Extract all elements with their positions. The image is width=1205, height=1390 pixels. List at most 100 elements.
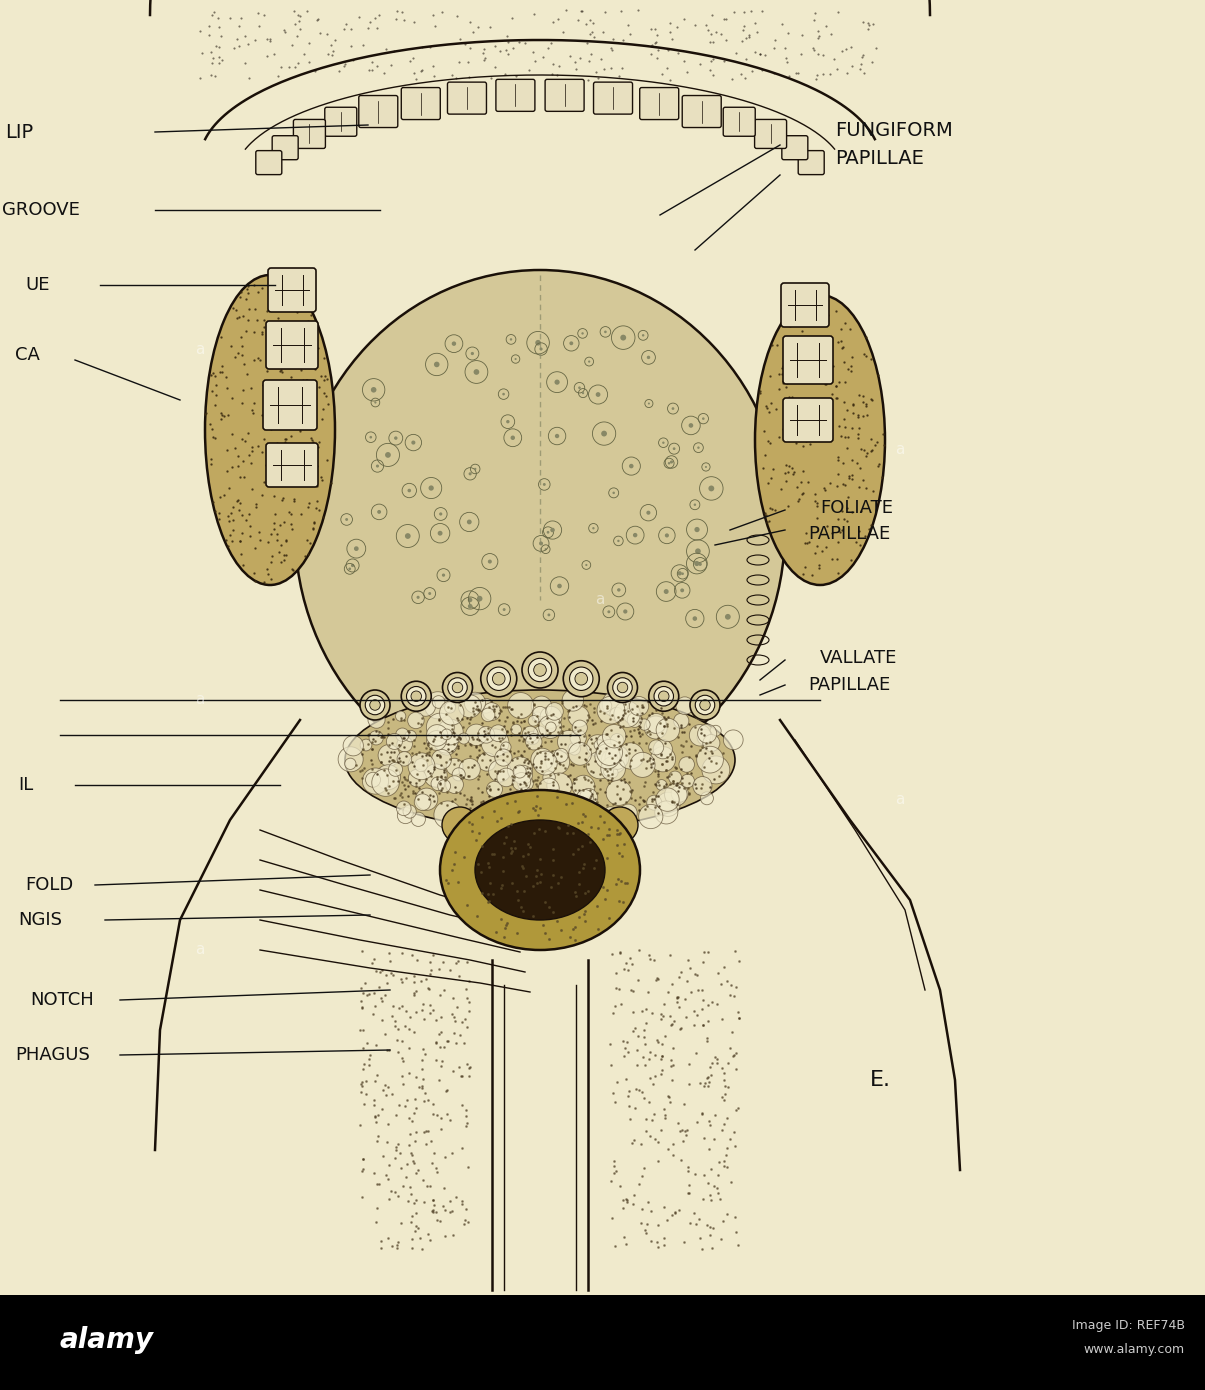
Circle shape (528, 659, 552, 681)
Circle shape (395, 728, 408, 741)
FancyBboxPatch shape (325, 107, 357, 136)
Text: PAPILLAE: PAPILLAE (835, 149, 924, 168)
FancyBboxPatch shape (781, 284, 829, 327)
Circle shape (466, 520, 471, 524)
Circle shape (547, 773, 572, 798)
FancyBboxPatch shape (545, 79, 584, 111)
Circle shape (557, 584, 562, 588)
Circle shape (513, 787, 536, 809)
Circle shape (619, 803, 637, 821)
Circle shape (653, 739, 672, 759)
FancyBboxPatch shape (682, 96, 722, 128)
Circle shape (424, 765, 447, 787)
Circle shape (522, 808, 558, 842)
Circle shape (543, 771, 556, 784)
Circle shape (401, 681, 431, 712)
Circle shape (604, 806, 617, 819)
Circle shape (398, 752, 412, 766)
Circle shape (669, 771, 682, 784)
Circle shape (621, 335, 627, 341)
Circle shape (371, 386, 376, 392)
Circle shape (511, 724, 522, 735)
Circle shape (448, 678, 468, 698)
Circle shape (534, 751, 557, 776)
Circle shape (372, 769, 399, 796)
Circle shape (601, 748, 627, 773)
Circle shape (471, 352, 474, 354)
FancyBboxPatch shape (594, 82, 633, 114)
Circle shape (411, 691, 422, 702)
Text: www.alamy.com: www.alamy.com (1083, 1344, 1185, 1357)
Ellipse shape (295, 270, 784, 790)
Circle shape (570, 342, 574, 345)
Circle shape (587, 735, 609, 756)
Circle shape (370, 436, 372, 438)
Circle shape (437, 531, 442, 535)
Text: a: a (195, 942, 205, 958)
Circle shape (445, 702, 455, 713)
Circle shape (348, 567, 351, 570)
Circle shape (533, 806, 556, 828)
Circle shape (481, 708, 495, 721)
Circle shape (698, 446, 700, 449)
Circle shape (405, 534, 411, 539)
Text: FUNGIFORM: FUNGIFORM (835, 121, 953, 139)
Bar (0, 1295, 1205, 1390)
Circle shape (688, 423, 693, 428)
Circle shape (703, 734, 719, 752)
Circle shape (488, 760, 511, 783)
Circle shape (365, 773, 381, 787)
Circle shape (507, 756, 533, 783)
Circle shape (570, 730, 587, 746)
Circle shape (617, 588, 621, 592)
Text: FOLIATE: FOLIATE (819, 499, 893, 517)
Circle shape (648, 403, 649, 404)
Circle shape (551, 528, 554, 532)
Circle shape (694, 527, 700, 532)
Circle shape (427, 713, 454, 741)
Circle shape (678, 756, 694, 773)
Circle shape (629, 696, 648, 716)
Circle shape (518, 776, 534, 791)
Circle shape (547, 531, 549, 534)
Circle shape (587, 752, 613, 778)
Circle shape (670, 460, 674, 463)
Circle shape (465, 724, 487, 745)
Text: E.: E. (870, 1070, 890, 1090)
Circle shape (386, 452, 390, 457)
Circle shape (613, 678, 633, 698)
Circle shape (723, 730, 743, 749)
Circle shape (437, 719, 463, 745)
Circle shape (689, 724, 711, 746)
Circle shape (645, 716, 668, 739)
Circle shape (639, 805, 663, 828)
Circle shape (694, 503, 696, 506)
Circle shape (698, 730, 713, 745)
Circle shape (623, 609, 628, 613)
Circle shape (658, 691, 669, 702)
Circle shape (442, 808, 478, 842)
Circle shape (527, 731, 539, 745)
Circle shape (595, 392, 600, 398)
Circle shape (647, 356, 651, 359)
Circle shape (607, 610, 610, 613)
Circle shape (469, 473, 471, 475)
Circle shape (580, 788, 598, 806)
Circle shape (427, 731, 446, 751)
Circle shape (665, 534, 669, 538)
Circle shape (558, 730, 581, 753)
Circle shape (570, 667, 593, 691)
Circle shape (539, 778, 559, 799)
Text: a: a (195, 342, 205, 357)
Circle shape (601, 756, 625, 781)
Circle shape (647, 795, 662, 810)
Circle shape (513, 766, 533, 784)
Circle shape (431, 777, 445, 791)
Circle shape (434, 361, 440, 367)
Circle shape (446, 759, 463, 776)
Circle shape (416, 788, 437, 810)
Circle shape (406, 687, 427, 706)
Circle shape (656, 792, 680, 816)
Text: NGIS: NGIS (18, 910, 61, 929)
Circle shape (368, 712, 386, 728)
